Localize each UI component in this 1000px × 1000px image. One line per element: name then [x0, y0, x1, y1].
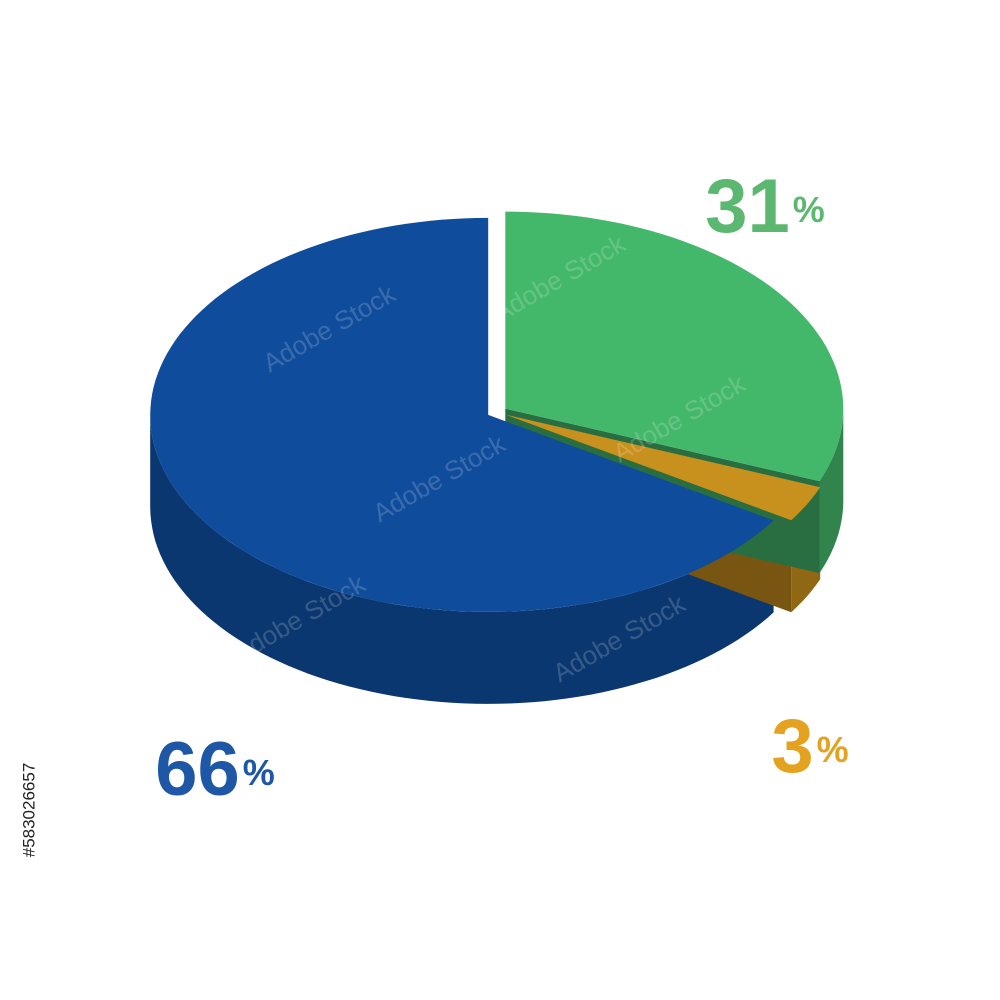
label-value: 66 [155, 727, 240, 812]
label-unit: % [817, 729, 849, 770]
pie-side [819, 408, 844, 574]
label-value: 3 [771, 704, 813, 789]
pie-slice [505, 414, 821, 521]
data-label: 3% [771, 704, 848, 789]
data-label: 31% [705, 164, 825, 249]
watermark: Adobe Stock [728, 798, 872, 898]
label-value: 31 [705, 164, 790, 249]
label-unit: % [243, 752, 275, 793]
stock-id: #583026657 [19, 763, 38, 858]
pie-slice [505, 211, 844, 482]
pie-slice [150, 217, 774, 612]
pie-side [150, 414, 774, 704]
watermark: Adobe Stock [128, 148, 272, 248]
label-unit: % [793, 189, 825, 230]
data-label: 66% [155, 727, 275, 812]
